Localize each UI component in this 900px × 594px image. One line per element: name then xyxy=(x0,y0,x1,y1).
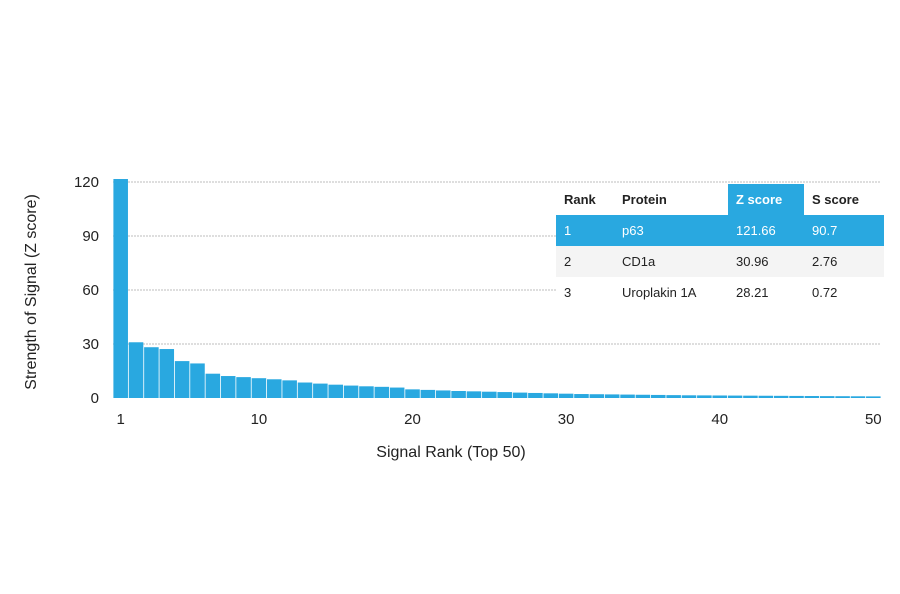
bar-rank-21 xyxy=(420,389,436,398)
bar-rank-1 xyxy=(113,179,128,398)
bar-rank-6 xyxy=(190,363,205,398)
bar-rank-31 xyxy=(574,394,589,398)
table-row: 2 CD1a 30.96 2.76 xyxy=(556,246,884,277)
bar-rank-44 xyxy=(773,395,789,398)
y-tick-labels: 0 30 60 90 120 xyxy=(74,174,99,407)
bar-rank-49 xyxy=(850,396,866,398)
bar-rank-18 xyxy=(374,386,390,398)
bar-rank-17 xyxy=(359,386,374,398)
bar-rank-3 xyxy=(144,347,159,398)
bar-rank-43 xyxy=(758,395,774,398)
bar-rank-19 xyxy=(389,387,405,398)
table-row: 3 Uroplakin 1A 28.21 0.72 xyxy=(556,277,884,308)
header-z-score: Z score xyxy=(728,184,804,215)
x-tick-label: 50 xyxy=(865,411,882,428)
bar-rank-35 xyxy=(635,394,651,398)
bar-rank-26 xyxy=(497,392,512,398)
cell-z-score: 30.96 xyxy=(728,246,804,277)
bar-rank-47 xyxy=(819,396,835,398)
bar-rank-12 xyxy=(282,380,297,398)
cell-rank: 2 xyxy=(556,246,614,277)
cell-z-score: 28.21 xyxy=(736,285,769,300)
bars xyxy=(113,179,881,398)
bar-rank-2 xyxy=(128,342,144,398)
x-tick-label: 20 xyxy=(404,411,421,428)
bar-rank-39 xyxy=(697,395,712,398)
bar-rank-36 xyxy=(651,394,666,398)
x-tick-label: 30 xyxy=(558,411,575,428)
cell-s-score: 2.76 xyxy=(804,246,884,277)
y-tick-label: 120 xyxy=(74,174,99,191)
x-tick-labels: 1 10 20 30 40 50 xyxy=(117,411,882,428)
bar-rank-4 xyxy=(159,349,175,398)
bar-rank-22 xyxy=(435,390,451,398)
cell-protein: Uroplakin 1A xyxy=(622,285,697,300)
cell-rank: 3 xyxy=(564,285,572,300)
bar-rank-23 xyxy=(451,390,466,398)
bar-rank-41 xyxy=(727,395,743,398)
y-tick-label: 60 xyxy=(82,282,99,299)
x-tick-label: 1 xyxy=(117,411,125,428)
bar-rank-46 xyxy=(804,396,820,398)
y-tick-label: 30 xyxy=(82,336,99,353)
y-tick-label: 0 xyxy=(91,390,99,407)
header-s-score: S score xyxy=(804,184,884,215)
bar-rank-24 xyxy=(466,391,482,398)
bar-rank-9 xyxy=(236,377,251,398)
bar-rank-7 xyxy=(205,373,221,398)
bar-rank-29 xyxy=(543,393,559,398)
bar-rank-11 xyxy=(267,379,282,398)
table-header-row: Rank Protein Z score S score xyxy=(556,184,884,215)
bar-rank-33 xyxy=(604,394,620,398)
cell-z-score: 121.66 xyxy=(728,215,804,246)
cell-rank: 1 xyxy=(556,215,614,246)
bar-rank-40 xyxy=(712,395,727,398)
bar-rank-25 xyxy=(482,391,497,398)
bar-rank-42 xyxy=(743,395,758,398)
top-proteins-table: Rank Protein Z score S score 1 p63 121.6… xyxy=(556,184,884,308)
bar-rank-50 xyxy=(866,396,881,398)
bar-rank-14 xyxy=(313,383,328,398)
x-tick-label: 40 xyxy=(711,411,728,428)
bar-rank-34 xyxy=(620,394,635,398)
bar-rank-16 xyxy=(343,385,359,398)
bar-rank-37 xyxy=(666,395,681,398)
table-row: 1 p63 121.66 90.7 xyxy=(556,215,884,246)
bar-rank-15 xyxy=(328,384,343,398)
bar-rank-48 xyxy=(835,396,850,398)
y-axis-title: Strength of Signal (Z score) xyxy=(23,194,40,390)
bar-rank-45 xyxy=(789,395,804,398)
header-protein: Protein xyxy=(614,184,728,215)
bar-rank-20 xyxy=(405,389,420,398)
bar-rank-13 xyxy=(297,382,313,398)
x-axis-title: Signal Rank (Top 50) xyxy=(376,444,525,461)
cell-s-score: 0.72 xyxy=(812,285,838,300)
cell-s-score: 90.7 xyxy=(804,215,884,246)
bar-rank-30 xyxy=(558,393,574,398)
cell-protein: CD1a xyxy=(614,246,728,277)
bar-rank-38 xyxy=(681,395,697,398)
bar-rank-10 xyxy=(251,378,267,398)
y-tick-label: 90 xyxy=(82,228,99,245)
bar-rank-27 xyxy=(512,392,528,398)
bar-rank-32 xyxy=(589,394,605,398)
bar-rank-28 xyxy=(528,392,543,398)
bar-rank-8 xyxy=(220,376,236,398)
bar-rank-5 xyxy=(174,361,190,398)
header-rank: Rank xyxy=(556,184,614,215)
cell-protein: p63 xyxy=(614,215,728,246)
x-tick-label: 10 xyxy=(251,411,268,428)
